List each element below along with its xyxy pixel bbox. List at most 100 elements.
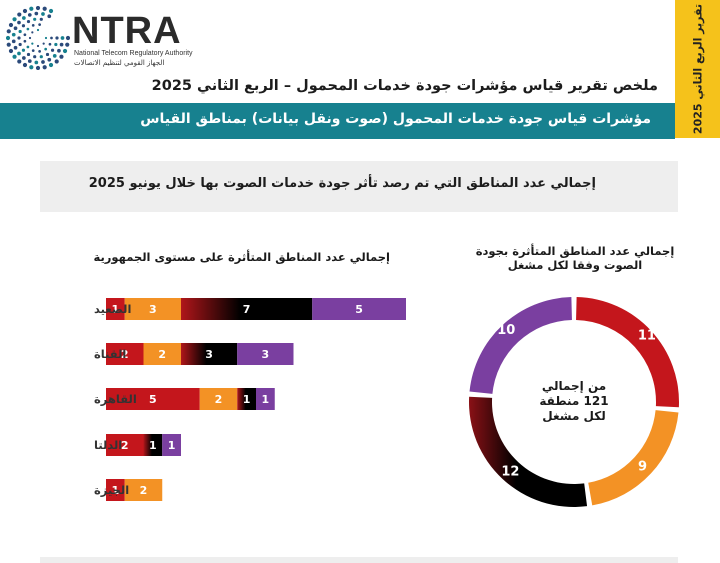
logo-dot xyxy=(18,29,22,34)
logo-dot xyxy=(41,12,45,16)
bar-segment xyxy=(162,434,181,456)
logo-wordmark: NTRA xyxy=(72,10,182,52)
bar-data-label: 2 xyxy=(158,348,166,361)
subtitle-banner: مؤشرات قياس جودة خدمات المحمول (صوت ونقل… xyxy=(0,103,675,139)
bar-data-label: 1 xyxy=(262,393,270,406)
donut-data-label: 9 xyxy=(638,460,647,475)
logo-dot xyxy=(54,59,59,64)
logo-dot xyxy=(31,49,35,52)
logo-dot xyxy=(42,42,45,45)
logo-dot xyxy=(65,42,70,47)
logo-dot xyxy=(42,65,47,70)
donut-slice xyxy=(588,410,679,506)
bar-segment xyxy=(181,298,313,320)
bar-data-label: 7 xyxy=(243,303,251,316)
logo-dot xyxy=(34,60,39,65)
logo-dot xyxy=(65,35,71,41)
logo-dot xyxy=(54,42,58,47)
logo-dot xyxy=(29,65,34,70)
logo-dot xyxy=(22,62,28,68)
logo-dot xyxy=(23,33,27,37)
logo-dot xyxy=(41,60,45,64)
logo-dot xyxy=(31,31,34,34)
page-title: ملخص تقرير قياس مؤشرات جودة خدمات المحمو… xyxy=(151,78,658,94)
subtitle-text: مؤشرات قياس جودة خدمات المحمول (صوت ونقل… xyxy=(140,111,651,127)
logo-dot xyxy=(38,50,41,53)
bar-data-label: 3 xyxy=(262,348,270,361)
logo-dot xyxy=(31,42,34,45)
logo-dot xyxy=(48,8,54,14)
logo-dot xyxy=(52,54,57,58)
bar-segment xyxy=(312,298,406,320)
logo-dot xyxy=(22,16,26,20)
bar-data-label: 1 xyxy=(112,303,120,316)
logo-dot xyxy=(44,36,48,40)
logo-dot xyxy=(62,48,68,54)
logo-dot xyxy=(36,44,40,48)
donut-center-label: لكل مشغل xyxy=(542,409,606,423)
bar-data-label: 1 xyxy=(243,393,251,406)
logo-dot xyxy=(48,42,52,46)
logo-dot xyxy=(33,55,37,59)
logo-arabic-name: الجهاز القومي لتنظيم الاتصالات xyxy=(74,59,165,67)
logo-dot xyxy=(26,19,31,24)
bar-category-label: القاهرة xyxy=(94,392,137,406)
bar-category-label: الدلتا xyxy=(94,438,122,452)
bar-data-label: 2 xyxy=(121,439,129,452)
logo-dot xyxy=(17,59,22,64)
logo-dot xyxy=(59,42,64,47)
bar-data-label: 1 xyxy=(112,484,120,497)
bar-data-label: 3 xyxy=(149,303,157,316)
bar-category-label: القناة xyxy=(94,347,126,361)
donut-data-label: 10 xyxy=(497,323,515,338)
logo-dot xyxy=(17,12,22,17)
bar-segment xyxy=(199,388,238,410)
bar-data-label: 5 xyxy=(355,303,363,316)
logo-dot xyxy=(23,39,27,43)
logo-dot xyxy=(34,11,39,16)
logo-dot xyxy=(6,42,11,47)
bar-segment xyxy=(237,388,256,410)
logo-dot xyxy=(11,32,16,37)
logo-dot xyxy=(44,47,48,51)
logo-dot xyxy=(12,54,17,59)
section-title: إجمالي عدد المناطق التي تم رصد تأثر جودة… xyxy=(88,176,596,191)
bar-segment xyxy=(237,343,294,365)
logo-dot xyxy=(45,52,50,57)
logo-dot xyxy=(26,27,30,31)
logo-dot xyxy=(22,56,26,60)
donut-data-label: 12 xyxy=(501,465,519,480)
logo-dot xyxy=(57,48,61,53)
bar-category-label: الجيزة xyxy=(94,483,129,497)
logo-dot xyxy=(47,14,52,19)
logo-dot xyxy=(21,48,26,52)
logo-dot xyxy=(17,20,21,25)
logo-dot xyxy=(8,48,14,54)
logo-dot xyxy=(59,54,64,59)
logo-dots-icon xyxy=(5,5,71,71)
logo-dot xyxy=(13,45,18,50)
logo-dot xyxy=(17,36,21,40)
bar-category-label: الصعيد xyxy=(94,302,131,316)
logo-dot xyxy=(39,55,43,59)
bar-segment xyxy=(124,479,163,501)
bar-segment xyxy=(106,434,144,456)
logo-dot xyxy=(26,45,30,49)
logo-dot xyxy=(55,36,59,40)
donut-slice xyxy=(469,396,588,507)
logo-english-name: National Telecom Regulatory Authority xyxy=(74,50,193,57)
logo-dot xyxy=(60,36,65,40)
logo-dot xyxy=(17,51,21,56)
donut-chart-title: إجمالي عدد المناطق المتأثرة بجودة الصوت … xyxy=(475,244,675,272)
bar-segment xyxy=(106,343,144,365)
logo-dot xyxy=(18,42,22,47)
bar-data-label: 1 xyxy=(168,439,176,452)
bar-segment xyxy=(256,388,275,410)
bar-segment xyxy=(143,434,163,456)
logo-dot xyxy=(50,48,55,52)
donut-slice xyxy=(469,297,572,394)
logo-dot xyxy=(13,26,18,31)
logo-dot xyxy=(21,24,26,28)
